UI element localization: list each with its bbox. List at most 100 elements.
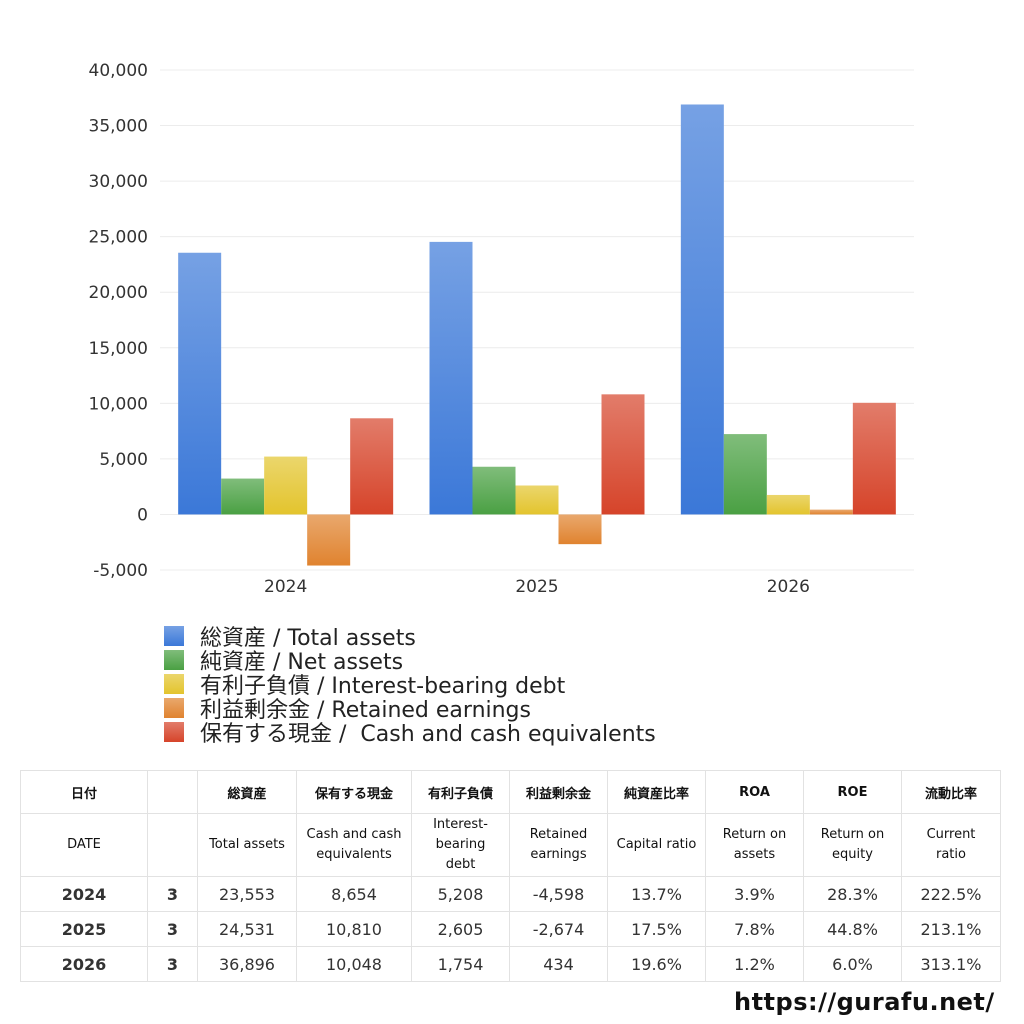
bar [472, 466, 516, 515]
table-cell: 10,048 [296, 946, 412, 982]
legend-label: 有利子負債 / Interest-bearing debt [200, 674, 566, 699]
table-cell: 3.9% [705, 876, 804, 912]
table-header-en: DATE Total assets Cash and cash equivalent… [20, 813, 1001, 877]
legend-label: 利益剰余金 / Retained earnings [200, 698, 531, 723]
bars [178, 104, 896, 566]
header-cell [147, 813, 198, 877]
legend-label: 総資産 / Total assets [200, 626, 416, 651]
bar [723, 434, 767, 515]
table-cell: 7.8% [705, 911, 804, 947]
legend-swatch [164, 698, 184, 718]
bar [852, 402, 896, 515]
legend-item: 純資産 / Net assets [164, 648, 656, 675]
header-cell: Return on assets [705, 813, 804, 877]
bar-chart: -5,000 0 5,000 10,000 15,000 20,000 25,000 30,0… [89, 61, 914, 597]
bar [601, 394, 645, 515]
bar [221, 478, 265, 515]
table-cell: -2,674 [509, 911, 608, 947]
y-tick-label: 0 [137, 505, 148, 525]
header-cell: 有利子負債 [411, 770, 510, 814]
table-cell: 28.3% [803, 876, 902, 912]
header-cell: Interest- bearing debt [411, 813, 510, 877]
row-month: 3 [147, 911, 198, 947]
header-cell: ROE [803, 770, 902, 814]
table-cell: 8,654 [296, 876, 412, 912]
table-cell: 222.5% [901, 876, 1001, 912]
table-cell: 13.7% [607, 876, 706, 912]
x-tick-label: 2024 [264, 577, 307, 597]
financial-table: 日付 総資産 保有する現金 有利子負債 利益剰余金 純資産比率 ROA ROE 流動比率 DAT… [20, 770, 1001, 982]
table-cell: 17.5% [607, 911, 706, 947]
table-cell: 1.2% [705, 946, 804, 982]
site-url: https://gurafu.net/ [734, 988, 995, 1016]
y-axis-ticks: -5,000 0 5,000 10,000 15,000 20,000 25,000 30,0… [89, 61, 148, 581]
table-cell: 5,208 [411, 876, 510, 912]
table-body: 2024 3 23,553 8,654 5,208 -4,598 13.7% 3.9% 28.3… [20, 876, 1001, 982]
header-cell: ROA [705, 770, 804, 814]
table-cell: -4,598 [509, 876, 608, 912]
table-cell: 23,553 [197, 876, 297, 912]
bar [264, 456, 308, 515]
table-row: 2024 3 23,553 8,654 5,208 -4,598 13.7% 3.9% 28.3… [20, 876, 1001, 912]
header-cell: Cash and cash equivalents [296, 813, 412, 877]
table-header-jp: 日付 総資産 保有する現金 有利子負債 利益剰余金 純資産比率 ROA ROE 流動比率 [20, 770, 1001, 814]
legend-item: 保有する現金 / Cash and cash equivalents [164, 720, 656, 747]
table-cell: 434 [509, 946, 608, 982]
header-cell: 日付 [20, 770, 148, 814]
header-cell: 純資産比率 [607, 770, 706, 814]
row-month: 3 [147, 946, 198, 982]
legend-item: 利益剰余金 / Retained earnings [164, 696, 656, 723]
table-cell: 10,810 [296, 911, 412, 947]
row-year: 2025 [20, 911, 148, 947]
y-tick-label: 15,000 [89, 339, 148, 359]
table-row: 2026 3 36,896 10,048 1,754 434 19.6% 1.2% 6.0% 31… [20, 946, 1001, 982]
x-tick-label: 2026 [767, 577, 810, 597]
header-cell: Return on equity [803, 813, 902, 877]
table-cell: 1,754 [411, 946, 510, 982]
header-cell: Current ratio [901, 813, 1001, 877]
row-year: 2026 [20, 946, 148, 982]
header-cell: 総資産 [197, 770, 297, 814]
legend-swatch [164, 722, 184, 742]
legend-label: 純資産 / Net assets [200, 650, 404, 675]
legend: 総資産 / Total assets 純資産 / Net assets 有利子負債 … [164, 624, 656, 747]
bar [680, 104, 724, 515]
legend-label: 保有する現金 / Cash and cash equivalents [200, 722, 656, 747]
header-cell: Total assets [197, 813, 297, 877]
table-row: 2025 3 24,531 10,810 2,605 -2,674 17.5% 7.8% 44.… [20, 911, 1001, 947]
bar [558, 514, 602, 545]
bar [350, 418, 394, 515]
x-tick-label: 2025 [515, 577, 558, 597]
bar [307, 514, 351, 566]
bar [429, 241, 473, 515]
bar [809, 509, 853, 515]
header-cell: 流動比率 [901, 770, 1001, 814]
header-cell: 保有する現金 [296, 770, 412, 814]
legend-swatch [164, 626, 184, 646]
table-cell: 24,531 [197, 911, 297, 947]
y-tick-label: 35,000 [89, 117, 148, 137]
legend-item: 総資産 / Total assets [164, 624, 656, 651]
bar [766, 494, 810, 515]
table-cell: 19.6% [607, 946, 706, 982]
table-cell: 313.1% [901, 946, 1001, 982]
legend-item: 有利子負債 / Interest-bearing debt [164, 672, 656, 699]
table-cell: 6.0% [803, 946, 902, 982]
bar [515, 485, 559, 515]
table-cell: 36,896 [197, 946, 297, 982]
y-tick-label: 40,000 [89, 61, 148, 81]
y-tick-label: 20,000 [89, 283, 148, 303]
table-cell: 2,605 [411, 911, 510, 947]
bar [178, 252, 222, 515]
row-month: 3 [147, 876, 198, 912]
legend-swatch [164, 650, 184, 670]
header-cell: 利益剰余金 [509, 770, 608, 814]
header-cell: Retained earnings [509, 813, 608, 877]
y-tick-label: -5,000 [93, 561, 148, 581]
y-tick-label: 5,000 [99, 450, 148, 470]
header-cell [147, 770, 198, 814]
table-cell: 213.1% [901, 911, 1001, 947]
legend-swatch [164, 674, 184, 694]
y-tick-label: 25,000 [89, 228, 148, 248]
header-cell: Capital ratio [607, 813, 706, 877]
